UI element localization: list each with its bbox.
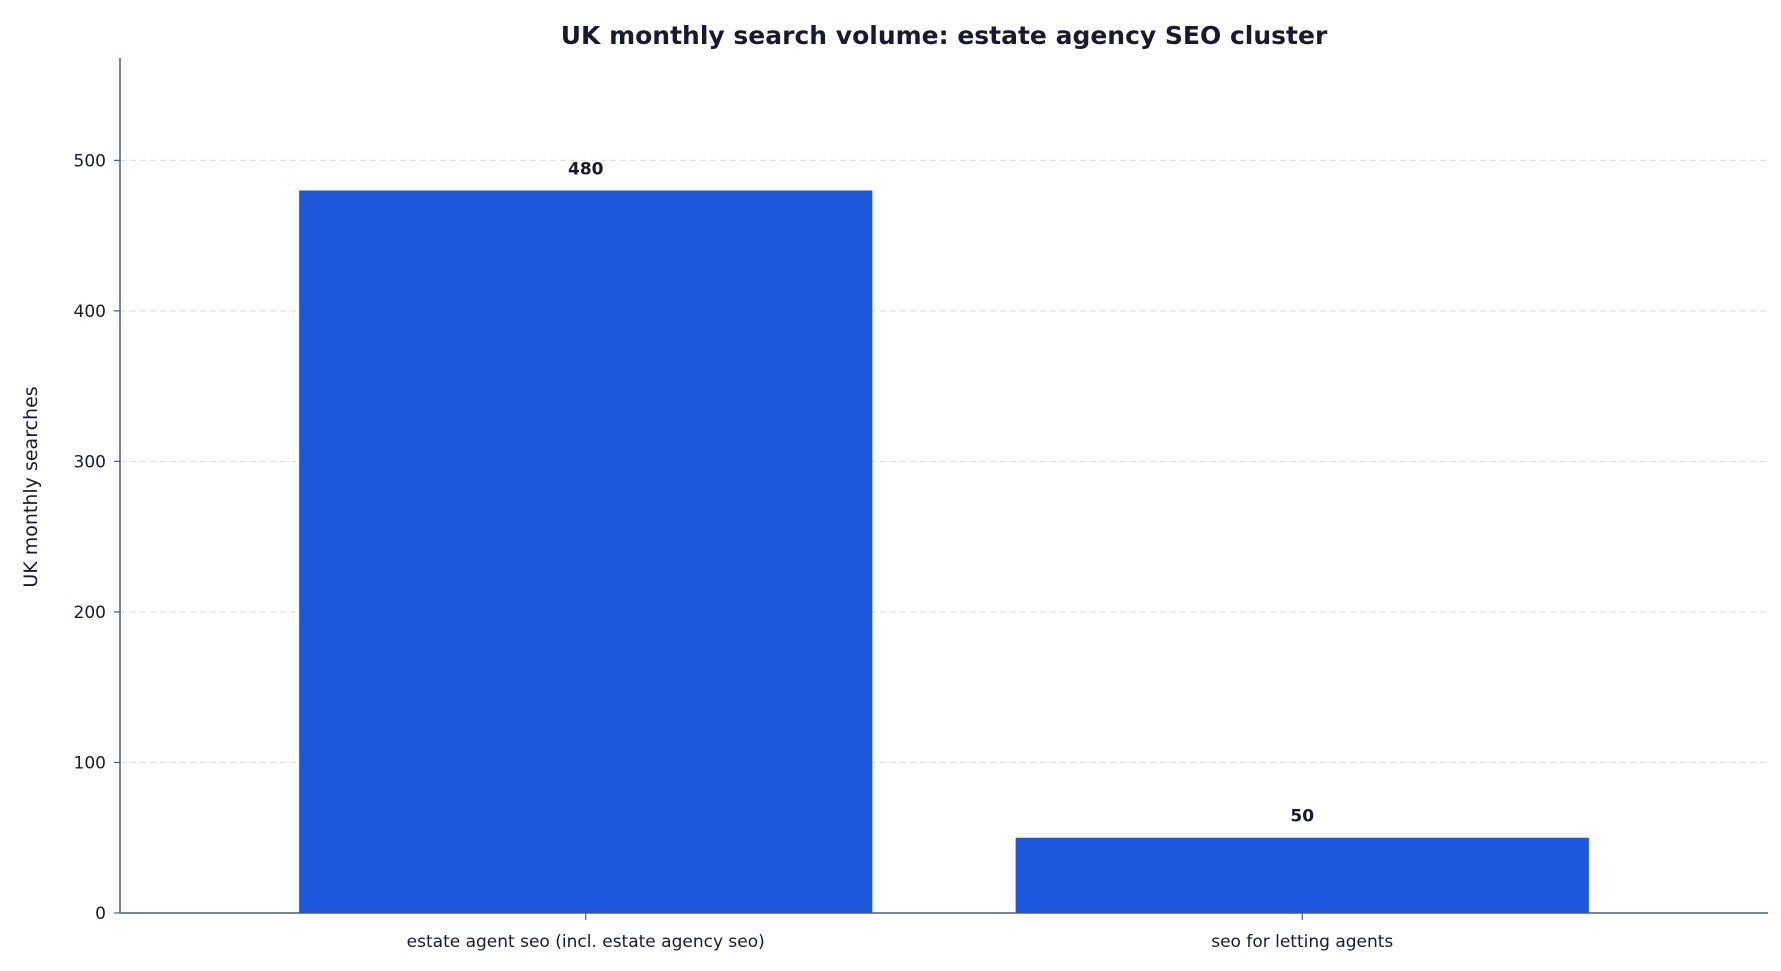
chart-title: UK monthly search volume: estate agency … (561, 21, 1328, 50)
x-tick-label: seo for letting agents (1211, 932, 1393, 952)
y-tick-label: 400 (74, 302, 106, 322)
y-tick-label: 500 (74, 151, 106, 171)
y-tick-label: 200 (74, 603, 106, 623)
bar-value-label: 50 (1290, 807, 1314, 827)
bar (1015, 837, 1589, 913)
bar (299, 190, 873, 913)
x-tick-label: estate agent seo (incl. estate agency se… (407, 932, 765, 952)
y-ticks: 0 100 200 300 400 500 (74, 151, 120, 924)
y-tick-label: 100 (74, 753, 106, 773)
axes (119, 58, 1768, 914)
y-tick-label: 0 (95, 904, 106, 924)
y-tick-label: 300 (74, 452, 106, 472)
value-labels: 480 50 (568, 159, 1314, 826)
x-ticks: estate agent seo (incl. estate agency se… (407, 913, 1393, 952)
bars (299, 190, 1589, 913)
y-axis-label: UK monthly searches (20, 386, 42, 587)
bar-value-label: 480 (568, 159, 604, 179)
